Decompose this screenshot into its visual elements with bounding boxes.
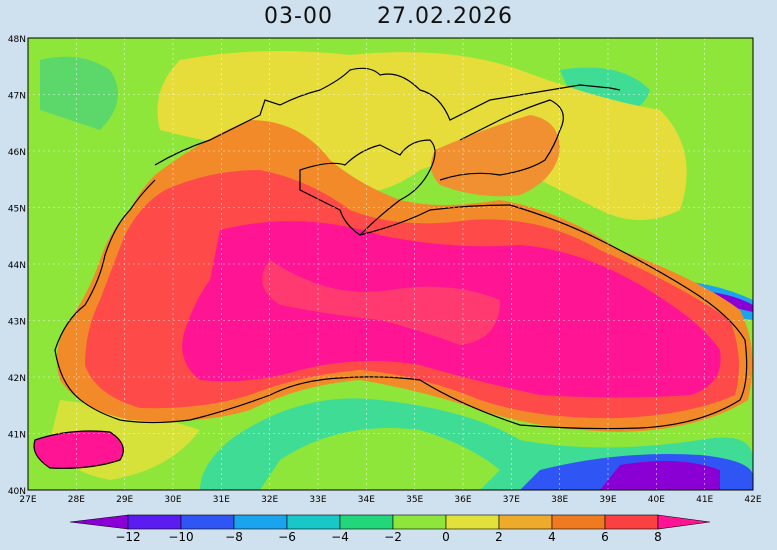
lon-tick-label: 29E bbox=[116, 495, 133, 505]
lon-tick-label: 39E bbox=[599, 495, 616, 505]
land-yellow-zone bbox=[157, 51, 687, 220]
colorbar-segment bbox=[180, 514, 235, 530]
lon-tick-label: 28E bbox=[68, 495, 85, 505]
lat-tick-label: 40N bbox=[8, 487, 26, 497]
lat-tick-label: 43N bbox=[8, 318, 26, 328]
time-label: 03-00 bbox=[264, 4, 333, 29]
lat-tick-label: 46N bbox=[8, 148, 26, 158]
lat-tick-label: 48N bbox=[8, 35, 26, 45]
sea-azov bbox=[431, 115, 560, 197]
lat-tick-label: 47N bbox=[8, 92, 26, 102]
lon-tick-label: 37E bbox=[503, 495, 520, 505]
colorbar: −12 −10 −8 −6 −4 −2 0 2 4 6 8 bbox=[69, 514, 711, 544]
colorbar-label: −2 bbox=[384, 530, 402, 544]
lat-tick-label: 41N bbox=[8, 431, 26, 441]
colorbar-segment bbox=[339, 514, 394, 530]
lon-tick-label: 33E bbox=[309, 495, 326, 505]
lon-tick-label: 32E bbox=[261, 495, 278, 505]
colorbar-label: −4 bbox=[331, 530, 349, 544]
date-label: 27.02.2026 bbox=[376, 4, 513, 29]
colorbar-label: 8 bbox=[654, 530, 662, 544]
colorbar-label: −12 bbox=[115, 530, 140, 544]
lon-tick-label: 42E bbox=[744, 495, 761, 505]
lat-tick-label: 42N bbox=[8, 374, 26, 384]
longitude-labels: 27E 28E 29E 30E 31E 32E 33E 34E 35E 36E 37E 38E 39E 4… bbox=[19, 495, 761, 505]
latitude-labels: 48N 47N 46N 45N 44N 43N 42N 41N 40N bbox=[8, 35, 26, 497]
map-field bbox=[28, 38, 753, 490]
colorbar-label: −8 bbox=[225, 530, 243, 544]
lon-tick-label: 40E bbox=[648, 495, 665, 505]
land-patch bbox=[40, 56, 118, 130]
map-title: 03-00 27.02.2026 bbox=[0, 4, 777, 29]
colorbar-label: 6 bbox=[601, 530, 609, 544]
lon-tick-label: 35E bbox=[406, 495, 423, 505]
colorbar-label: 2 bbox=[495, 530, 503, 544]
colorbar-segment bbox=[286, 514, 341, 530]
colorbar-segment bbox=[498, 514, 553, 530]
lon-tick-label: 34E bbox=[358, 495, 375, 505]
lon-tick-label: 30E bbox=[164, 495, 181, 505]
colorbar-arrow-left bbox=[69, 514, 129, 530]
colorbar-segment bbox=[551, 514, 606, 530]
lon-tick-label: 27E bbox=[19, 495, 36, 505]
colorbar-segment bbox=[604, 514, 659, 530]
colorbar-segment bbox=[445, 514, 500, 530]
lon-tick-label: 41E bbox=[696, 495, 713, 505]
land-patch bbox=[260, 428, 500, 490]
lon-tick-label: 38E bbox=[551, 495, 568, 505]
lat-tick-label: 45N bbox=[8, 205, 26, 215]
colorbar-label: 4 bbox=[548, 530, 556, 544]
colorbar-arrow-right bbox=[657, 514, 711, 530]
colorbar-segment bbox=[233, 514, 288, 530]
lon-tick-label: 31E bbox=[213, 495, 230, 505]
colorbar-label: −6 bbox=[278, 530, 296, 544]
colorbar-label: −10 bbox=[168, 530, 193, 544]
lat-tick-label: 44N bbox=[8, 261, 26, 271]
sea-warm-core bbox=[262, 260, 500, 345]
colorbar-segment bbox=[127, 514, 182, 530]
map-frame bbox=[27, 37, 754, 491]
colorbar-label: 0 bbox=[442, 530, 450, 544]
lon-tick-label: 36E bbox=[454, 495, 471, 505]
coastline bbox=[33, 67, 748, 469]
graticule bbox=[28, 38, 753, 490]
land-cold-zone bbox=[600, 461, 720, 490]
colorbar-segment bbox=[392, 514, 447, 530]
sea-marmara bbox=[34, 431, 124, 469]
